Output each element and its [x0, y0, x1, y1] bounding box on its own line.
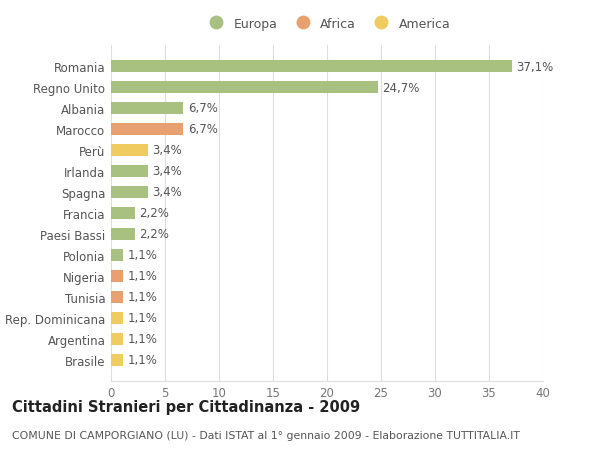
Bar	[111, 103, 184, 114]
Text: 6,7%: 6,7%	[188, 102, 218, 115]
Text: 37,1%: 37,1%	[516, 61, 553, 73]
Text: 6,7%: 6,7%	[188, 123, 218, 136]
Text: 1,1%: 1,1%	[127, 249, 157, 262]
Text: 1,1%: 1,1%	[127, 270, 157, 283]
Bar	[111, 166, 148, 177]
Bar	[111, 250, 123, 261]
Text: 2,2%: 2,2%	[139, 228, 169, 241]
Text: Cittadini Stranieri per Cittadinanza - 2009: Cittadini Stranieri per Cittadinanza - 2…	[12, 399, 360, 414]
Text: COMUNE DI CAMPORGIANO (LU) - Dati ISTAT al 1° gennaio 2009 - Elaborazione TUTTIT: COMUNE DI CAMPORGIANO (LU) - Dati ISTAT …	[12, 431, 520, 440]
Text: 1,1%: 1,1%	[127, 353, 157, 366]
Text: 1,1%: 1,1%	[127, 312, 157, 325]
Text: 24,7%: 24,7%	[382, 81, 419, 94]
Bar	[111, 333, 123, 345]
Bar	[111, 124, 184, 135]
Bar	[111, 207, 135, 219]
Text: 3,4%: 3,4%	[152, 144, 182, 157]
Text: 3,4%: 3,4%	[152, 165, 182, 178]
Bar	[111, 291, 123, 303]
Bar	[111, 145, 148, 157]
Bar	[111, 229, 135, 240]
Text: 1,1%: 1,1%	[127, 333, 157, 346]
Bar	[111, 82, 378, 94]
Text: 3,4%: 3,4%	[152, 186, 182, 199]
Text: 1,1%: 1,1%	[127, 291, 157, 304]
Bar	[111, 354, 123, 366]
Legend: Europa, Africa, America: Europa, Africa, America	[201, 15, 453, 33]
Bar	[111, 313, 123, 324]
Text: 2,2%: 2,2%	[139, 207, 169, 220]
Bar	[111, 187, 148, 198]
Bar	[111, 270, 123, 282]
Bar	[111, 61, 512, 73]
